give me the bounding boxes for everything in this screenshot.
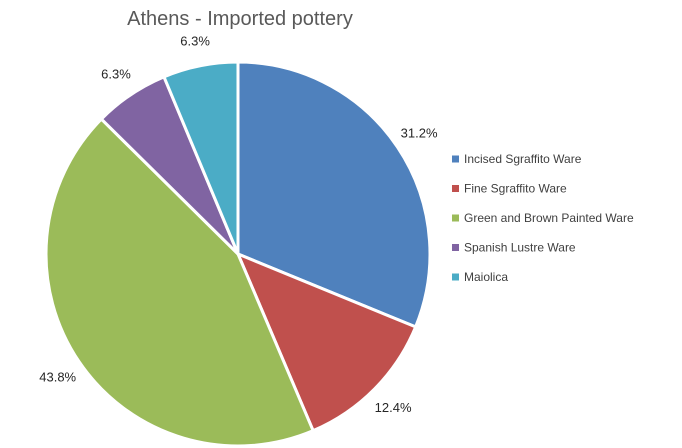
legend-swatch-spanish-lustre-ware <box>452 244 459 251</box>
legend-swatch-maiolica <box>452 273 459 281</box>
legend-label-incised-sgraffito-ware: Incised Sgraffito Ware <box>464 152 582 166</box>
data-label-incised-sgraffito-ware: 31.2% <box>401 126 438 141</box>
legend-label-fine-sgraffito-ware: Fine Sgraffito Ware <box>464 182 567 196</box>
legend-label-spanish-lustre-ware: Spanish Lustre Ware <box>464 241 576 255</box>
legend-swatch-green-and-brown-painted-ware <box>452 214 459 222</box>
legend-label-green-and-brown-painted-ware: Green and Brown Painted Ware <box>464 211 634 225</box>
pie-slice-incised-sgraffito-ware <box>236 60 432 329</box>
data-label-maiolica: 6.3% <box>180 33 210 48</box>
legend-swatch-incised-sgraffito-ware <box>452 155 459 163</box>
data-label-green-and-brown-painted-ware: 43.8% <box>39 370 76 385</box>
legend-label-maiolica: Maiolica <box>464 270 508 284</box>
legend: Incised Sgraffito Ware Fine Sgraffito War… <box>452 152 634 284</box>
pie-slices <box>44 60 432 448</box>
data-label-fine-sgraffito-ware: 12.4% <box>375 400 412 415</box>
chart-title: Athens - Imported pottery <box>127 8 353 30</box>
data-label-spanish-lustre-ware: 6.3% <box>101 66 131 81</box>
pie-slice-green-and-brown-painted-ware <box>44 117 315 448</box>
data-labels: 31.2% 12.4% 43.8% 6.3% 6.3% <box>39 33 438 415</box>
legend-swatch-fine-sgraffito-ware <box>452 185 459 192</box>
pie-slice-maiolica <box>162 60 240 256</box>
pie-slice-fine-sgraffito-ware <box>236 252 418 433</box>
